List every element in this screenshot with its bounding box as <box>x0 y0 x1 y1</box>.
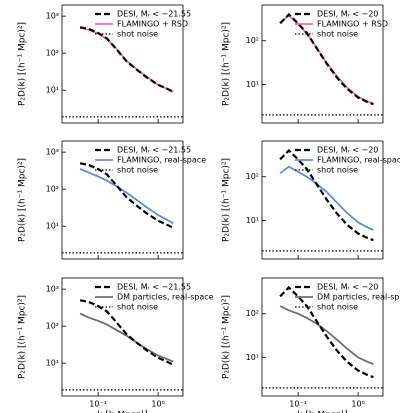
y-tick-label: 10² <box>46 49 59 58</box>
axes-frame <box>61 4 184 124</box>
legend-label: shot noise <box>117 166 158 175</box>
y-tick-label: 10¹ <box>46 222 59 231</box>
y-axis-label: P₂D(k) [(h⁻¹ Mpc)²] <box>222 22 232 106</box>
legend-label: shot noise <box>117 303 158 312</box>
legend-label: DM particles, real-space <box>117 293 214 302</box>
y-tick-label: 10² <box>46 185 59 194</box>
y-axis-label: P₂D(k) [(h⁻¹ Mpc)²] <box>222 158 232 242</box>
y-tick-label: 10² <box>46 322 59 331</box>
y-tick-label: 10¹ <box>46 359 59 368</box>
x-tick-label: 10⁰ <box>351 400 364 409</box>
legend-label: FLAMINGO, real-space <box>317 156 400 165</box>
x-tick-label: 10⁰ <box>151 400 164 409</box>
y-tick-label: 10³ <box>46 148 59 157</box>
series-line <box>79 312 174 363</box>
y-tick-label: 10³ <box>46 12 59 21</box>
y-tick-label: 10¹ <box>246 353 259 362</box>
y-tick-label: 10¹ <box>246 216 259 225</box>
y-tick-label: 10² <box>246 172 259 181</box>
legend-label: shot noise <box>317 303 358 312</box>
series-line <box>79 26 174 93</box>
legend-label: FLAMINGO + RSD <box>117 20 188 29</box>
y-tick-label: 10¹ <box>246 80 259 89</box>
legend-label: FLAMINGO, real-space <box>117 156 206 165</box>
series-line <box>279 285 374 379</box>
x-axis-label: k [h Mpc⁻¹] <box>297 411 347 413</box>
axes-frame <box>61 277 184 397</box>
y-axis-label: P₂D(k) [(h⁻¹ Mpc)²] <box>18 158 28 242</box>
series-line <box>79 299 174 366</box>
y-tick-label: 10² <box>246 309 259 318</box>
y-tick-label: 10³ <box>46 285 59 294</box>
y-tick-label: 10² <box>246 36 259 45</box>
x-tick-label: 10⁻¹ <box>289 400 307 409</box>
y-axis-label: P₂D(k) [(h⁻¹ Mpc)²] <box>18 22 28 106</box>
y-axis-label: P₂D(k) [(h⁻¹ Mpc)²] <box>18 295 28 379</box>
axes-frame <box>261 277 384 397</box>
legend-label: DESI, Mᵣ < −21.55 <box>117 10 191 19</box>
axes-frame <box>261 140 384 260</box>
axes-frame <box>61 140 184 260</box>
legend-label: shot noise <box>317 166 358 175</box>
legend-label: DESI, Mᵣ < −20 <box>317 283 378 292</box>
legend-label: DESI, Mᵣ < −20 <box>317 10 378 19</box>
legend-label: DESI, Mᵣ < −21.55 <box>117 283 191 292</box>
legend-label: DESI, Mᵣ < −20 <box>317 146 378 155</box>
y-axis-label: P₂D(k) [(h⁻¹ Mpc)²] <box>222 295 232 379</box>
legend-label: shot noise <box>117 30 158 39</box>
x-axis-label: k [h Mpc⁻¹] <box>97 411 147 413</box>
legend-label: FLAMINGO + RSD <box>317 20 388 29</box>
y-tick-label: 10¹ <box>46 86 59 95</box>
legend-label: DESI, Mᵣ < −21.55 <box>117 146 191 155</box>
axes-frame <box>261 4 384 124</box>
legend-label: shot noise <box>317 30 358 39</box>
series-line <box>279 148 374 242</box>
series-line <box>79 162 174 229</box>
x-tick-label: 10⁻¹ <box>89 400 107 409</box>
series-line <box>279 12 374 106</box>
legend-label: DM particles, real-space <box>317 293 400 302</box>
series-line <box>279 305 374 365</box>
series-line <box>79 168 174 225</box>
